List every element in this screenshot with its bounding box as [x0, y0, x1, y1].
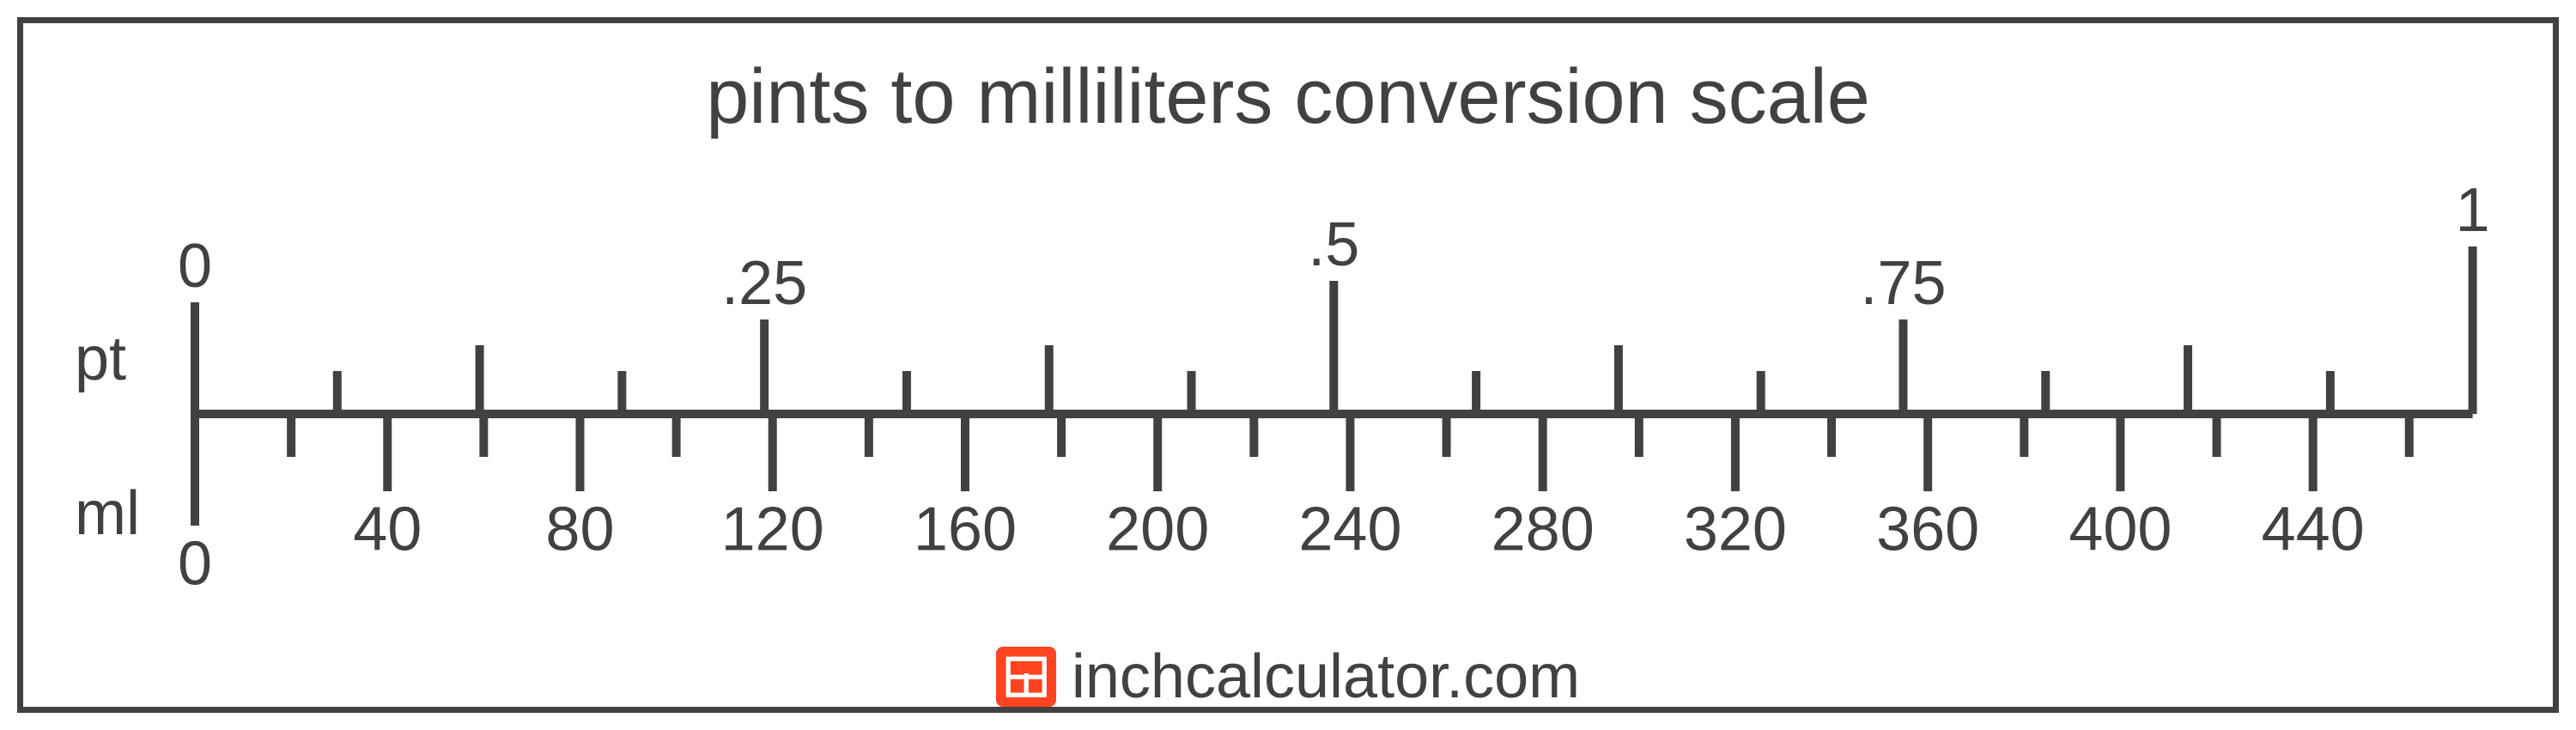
pt-tick-label: .25	[721, 249, 807, 318]
ml-tick-label: 240	[1298, 495, 1401, 563]
ml-tick-label: 40	[353, 495, 422, 563]
ml-tick-label: 120	[721, 495, 824, 563]
calculator-icon	[996, 647, 1056, 707]
ml-tick-label: 360	[1876, 495, 1979, 563]
ml-tick-label: 280	[1492, 495, 1595, 563]
scale-frame: pints to milliliters conversion scaleptm…	[17, 17, 2559, 713]
ml-tick-label: 0	[178, 529, 212, 598]
pt-tick-label: .5	[1308, 210, 1359, 279]
ml-tick-label: 80	[545, 495, 614, 563]
ml-tick-label: 200	[1106, 495, 1209, 563]
ml-tick-label: 320	[1684, 495, 1787, 563]
pt-tick-label: .75	[1860, 249, 1946, 318]
footer: inchcalculator.com	[23, 642, 2553, 712]
pt-tick-label: 0	[178, 232, 212, 301]
ml-tick-label: 160	[914, 495, 1017, 563]
ml-tick-label: 400	[2069, 495, 2172, 563]
conversion-scale: 0 .25 .5 .75 1 0 40 80 120 160 200 240 280 320 360 400 4…	[23, 23, 2565, 719]
footer-text: inchcalculator.com	[1072, 642, 1580, 712]
ml-tick-label: 440	[2262, 495, 2365, 563]
pt-tick-label: 1	[2456, 176, 2490, 245]
